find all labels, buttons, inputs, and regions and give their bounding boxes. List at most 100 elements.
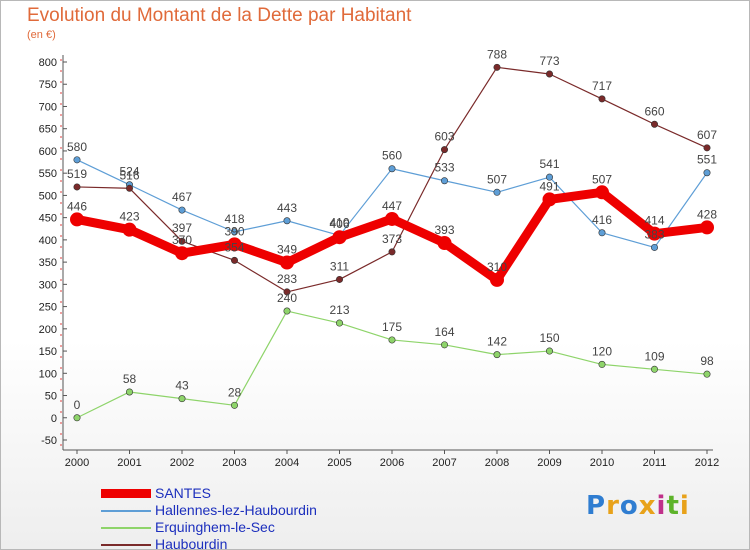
data-label-haubourdin: 773 [539, 54, 559, 68]
data-label-santes: 370 [172, 233, 192, 247]
y-tick-label: 700 [39, 101, 57, 113]
data-point-erquinghem-le-sec [440, 341, 448, 349]
data-point-haubourdin [493, 63, 501, 71]
legend-swatch-hallennes [101, 510, 151, 512]
legend-swatch-erquinghem [101, 527, 151, 529]
data-point-haubourdin [650, 120, 658, 128]
legend-label-santes: SANTES [155, 485, 212, 501]
legend-swatch-santes [101, 489, 151, 498]
logo-letter: t [666, 491, 680, 521]
data-label-erquinghem-le-sec: 240 [277, 291, 297, 305]
data-label-santes: 390 [224, 224, 244, 238]
data-label-erquinghem-le-sec: 109 [644, 349, 664, 363]
data-label-haubourdin: 660 [644, 104, 664, 118]
data-label-erquinghem-le-sec: 213 [329, 303, 349, 317]
data-point-haubourdin [545, 70, 553, 78]
data-label-hallennes-lez-haubourdin: 551 [697, 153, 717, 167]
data-label-santes: 447 [382, 199, 402, 213]
data-label-hallennes-lez-haubourdin: 524 [119, 165, 139, 179]
data-label-haubourdin: 717 [592, 79, 612, 93]
data-point-haubourdin [440, 146, 448, 154]
data-label-hallennes-lez-haubourdin: 507 [487, 172, 507, 186]
y-tick-label: 300 [39, 279, 57, 291]
x-tick-label: 2012 [695, 457, 719, 469]
logo-letter: i [656, 491, 667, 521]
data-point-hallennes-lez-haubourdin [545, 173, 553, 181]
data-point-erquinghem-le-sec [703, 370, 711, 378]
y-tick-label: 450 [39, 213, 57, 225]
data-point-santes [700, 220, 714, 235]
data-point-erquinghem-le-sec [178, 395, 186, 403]
chart-title: Evolution du Montant de la Dette par Hab… [27, 5, 412, 26]
data-label-hallennes-lez-haubourdin: 533 [434, 161, 454, 175]
data-label-erquinghem-le-sec: 120 [592, 344, 612, 358]
data-point-hallennes-lez-haubourdin [440, 177, 448, 185]
data-point-hallennes-lez-haubourdin [231, 228, 239, 236]
y-tick-label: 550 [39, 168, 57, 180]
data-point-hallennes-lez-haubourdin [178, 206, 186, 214]
data-point-haubourdin [283, 288, 291, 296]
data-point-haubourdin [388, 248, 396, 256]
x-tick-label: 2005 [327, 457, 351, 469]
data-label-haubourdin: 607 [697, 128, 717, 142]
series-line-haubourdin [76, 66, 708, 293]
data-point-santes [175, 246, 189, 261]
data-point-santes [280, 255, 294, 270]
data-label-erquinghem-le-sec: 150 [539, 331, 559, 345]
logo-letter: o [619, 491, 639, 521]
data-label-santes: 423 [119, 210, 139, 224]
data-point-santes [70, 212, 84, 227]
data-point-santes [332, 230, 347, 245]
data-point-haubourdin [335, 275, 343, 283]
data-labels-layer: 580 524 467 418 443 410 560 533 507 541 416 383 551 0… [67, 47, 717, 411]
data-point-erquinghem-le-sec [126, 388, 134, 396]
data-point-erquinghem-le-sec [493, 351, 501, 359]
data-label-santes: 310 [487, 260, 507, 274]
data-point-santes [490, 272, 504, 287]
data-label-erquinghem-le-sec: 43 [175, 379, 189, 393]
y-tick-label: 100 [39, 368, 57, 380]
chart-subtitle: (en €) [27, 29, 56, 41]
data-point-santes [542, 192, 557, 207]
data-point-haubourdin [703, 144, 711, 152]
data-label-hallennes-lez-haubourdin: 410 [329, 215, 349, 229]
data-label-erquinghem-le-sec: 58 [123, 372, 137, 386]
y-tick-label: 750 [39, 79, 57, 91]
x-tick-label: 2011 [643, 457, 667, 469]
logo-letter: r [606, 491, 620, 521]
y-tick-label: 400 [39, 235, 57, 247]
data-point-haubourdin [598, 95, 606, 103]
legend-label-haubourdin: Haubourdin [155, 536, 228, 550]
y-tick-label: 350 [39, 257, 57, 269]
data-label-erquinghem-le-sec: 0 [74, 398, 81, 412]
y-tick-label: 600 [39, 146, 57, 158]
data-point-santes [595, 185, 609, 200]
data-label-hallennes-lez-haubourdin: 383 [644, 227, 664, 241]
data-point-hallennes-lez-haubourdin [703, 169, 711, 177]
data-label-hallennes-lez-haubourdin: 541 [539, 157, 559, 171]
y-tick-label: 150 [39, 346, 57, 358]
x-tick-label: 2002 [170, 457, 194, 469]
data-point-erquinghem-le-sec [650, 365, 658, 373]
data-label-haubourdin: 397 [172, 221, 192, 235]
data-point-erquinghem-le-sec [335, 319, 343, 327]
data-point-haubourdin [231, 256, 239, 264]
data-point-hallennes-lez-haubourdin [650, 243, 658, 251]
data-label-santes: 406 [329, 217, 349, 231]
legend-label-erquinghem: Erquinghem-le-Sec [155, 519, 275, 535]
data-label-santes: 428 [697, 207, 717, 221]
data-point-erquinghem-le-sec [73, 414, 81, 422]
data-point-erquinghem-le-sec [283, 307, 291, 315]
data-label-haubourdin: 373 [382, 232, 402, 246]
x-tick-label: 2007 [432, 457, 456, 469]
data-label-hallennes-lez-haubourdin: 416 [592, 213, 612, 227]
y-tick-label: 650 [39, 124, 57, 136]
data-label-santes: 507 [592, 172, 612, 186]
data-label-santes: 491 [539, 179, 559, 193]
data-point-haubourdin [73, 183, 81, 191]
data-label-haubourdin: 283 [277, 272, 297, 286]
data-point-erquinghem-le-sec [388, 336, 396, 344]
data-label-hallennes-lez-haubourdin: 560 [382, 149, 402, 163]
